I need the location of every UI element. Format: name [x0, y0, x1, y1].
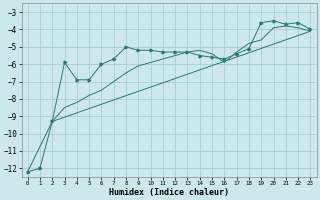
X-axis label: Humidex (Indice chaleur): Humidex (Indice chaleur) [109, 188, 229, 197]
